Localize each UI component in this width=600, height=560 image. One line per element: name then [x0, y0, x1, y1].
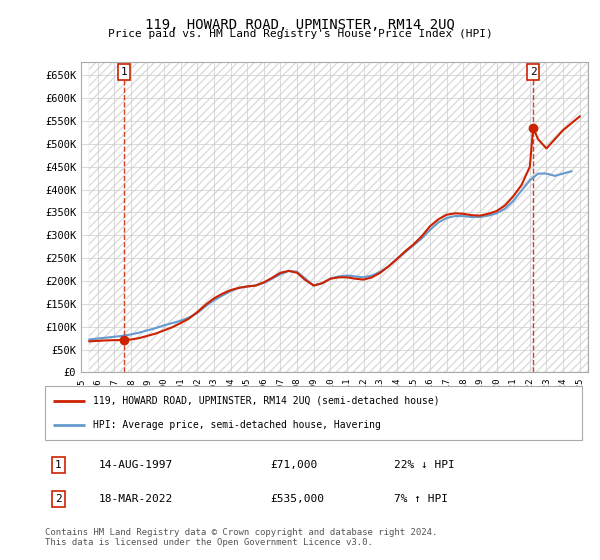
Text: 1: 1: [55, 460, 62, 470]
Text: Contains HM Land Registry data © Crown copyright and database right 2024.
This d: Contains HM Land Registry data © Crown c…: [45, 528, 437, 547]
Text: 119, HOWARD ROAD, UPMINSTER, RM14 2UQ (semi-detached house): 119, HOWARD ROAD, UPMINSTER, RM14 2UQ (s…: [94, 396, 440, 406]
Text: 119, HOWARD ROAD, UPMINSTER, RM14 2UQ: 119, HOWARD ROAD, UPMINSTER, RM14 2UQ: [145, 18, 455, 32]
Text: 14-AUG-1997: 14-AUG-1997: [98, 460, 173, 470]
Text: 2: 2: [530, 67, 536, 77]
Text: 2: 2: [55, 494, 62, 503]
Text: 18-MAR-2022: 18-MAR-2022: [98, 494, 173, 503]
Text: £535,000: £535,000: [271, 494, 325, 503]
Text: £71,000: £71,000: [271, 460, 318, 470]
FancyBboxPatch shape: [45, 386, 582, 440]
Text: Price paid vs. HM Land Registry's House Price Index (HPI): Price paid vs. HM Land Registry's House …: [107, 29, 493, 39]
Text: HPI: Average price, semi-detached house, Havering: HPI: Average price, semi-detached house,…: [94, 420, 381, 430]
Text: 1: 1: [121, 67, 128, 77]
Text: 22% ↓ HPI: 22% ↓ HPI: [394, 460, 455, 470]
Text: 7% ↑ HPI: 7% ↑ HPI: [394, 494, 448, 503]
